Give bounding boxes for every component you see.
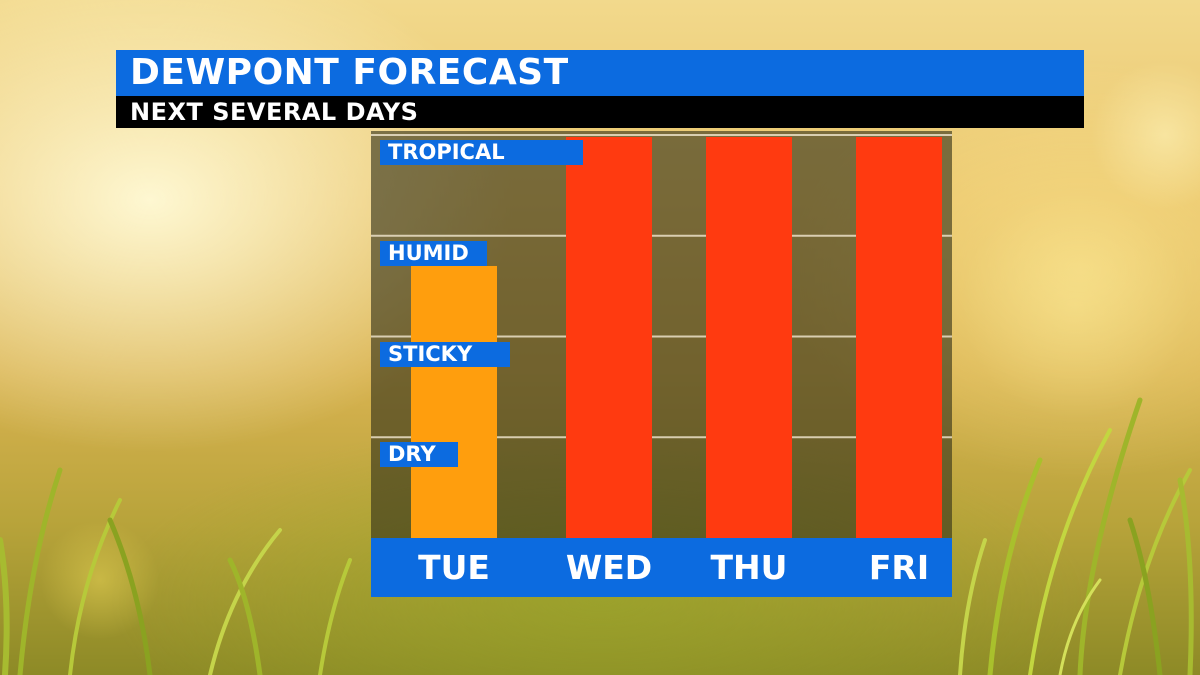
x-axis-strip xyxy=(371,538,952,597)
bar-wed xyxy=(566,137,652,538)
chart-subtitle: NEXT SEVERAL DAYS xyxy=(116,96,1084,128)
x-tick-fri: FRI xyxy=(868,548,930,587)
bokeh-light xyxy=(1090,60,1200,210)
chart-title: DEWPONT FORECAST xyxy=(116,50,1084,96)
bokeh-light xyxy=(40,520,160,640)
chart-plot-area xyxy=(371,131,952,538)
bar-thu xyxy=(706,137,792,538)
dewpoint-chart: TUE WED THU FRI DRY STICKY HUMID TROPICAL xyxy=(371,131,952,597)
y-level-tropical: TROPICAL xyxy=(380,140,583,165)
x-tick-tue: TUE xyxy=(418,548,490,587)
y-level-humid: HUMID xyxy=(380,240,487,266)
bar-tue xyxy=(411,265,497,538)
bar-fri xyxy=(856,137,942,538)
y-level-sticky: STICKY xyxy=(380,341,510,367)
x-tick-thu: THU xyxy=(710,548,788,587)
y-level-dry: DRY xyxy=(380,442,458,468)
x-tick-wed: WED xyxy=(565,548,653,587)
bokeh-light xyxy=(960,190,1190,420)
